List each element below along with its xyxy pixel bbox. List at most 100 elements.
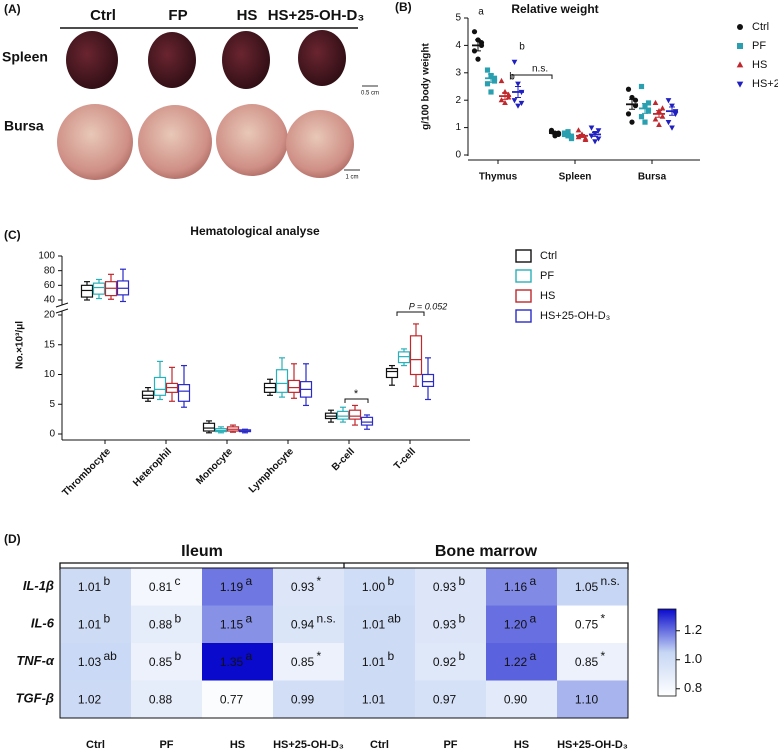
- cell-value: 1.01: [362, 655, 386, 669]
- error-bar: [629, 98, 635, 110]
- annotation: b: [519, 42, 525, 53]
- cell-value: 1.01: [362, 692, 386, 706]
- data-point: [515, 103, 521, 109]
- axis-break: [55, 302, 69, 314]
- row-label: IL-6: [31, 616, 55, 631]
- cell-letter: b: [388, 574, 395, 588]
- heatmap-cell: [131, 568, 202, 606]
- heatmap-cell: [557, 605, 628, 643]
- heatmap-cell: [486, 568, 557, 606]
- cell-value: 0.85: [149, 655, 173, 669]
- data-point: [575, 127, 582, 133]
- data-point: [642, 119, 648, 125]
- heatmap-cell: [131, 643, 202, 681]
- row-label: IL-1β: [23, 578, 54, 593]
- x-tick-label: B-cell: [330, 446, 357, 473]
- cell-letter: b: [459, 574, 466, 588]
- data-point: [656, 121, 662, 127]
- data-point: [638, 114, 645, 120]
- spleen-photo: [148, 32, 196, 88]
- error-bar: [642, 102, 648, 114]
- cell-letter: a: [246, 574, 253, 588]
- y-tick-label: 0: [455, 150, 461, 161]
- data-point: [669, 103, 675, 109]
- box: [336, 410, 350, 420]
- cell-letter: b: [104, 611, 111, 625]
- row-label: Spleen: [2, 49, 48, 65]
- data-point: [471, 48, 478, 54]
- heatmap-cell: [60, 680, 131, 718]
- cell-value: 1.01: [78, 580, 102, 594]
- row-label: Bursa: [4, 118, 44, 134]
- colorbar-tick-label: 1.2: [684, 622, 702, 637]
- heatmap-cell: [415, 568, 486, 606]
- cell-value: 1.22: [504, 655, 528, 669]
- box: [92, 282, 106, 295]
- column-label: HS+25-OH-D₃: [268, 7, 365, 24]
- significance-bracket: [396, 311, 425, 316]
- heatmap-cell: [344, 605, 415, 643]
- data-point: [484, 81, 491, 87]
- data-point: [491, 78, 498, 84]
- panel-label: (C): [4, 228, 21, 242]
- legend-marker: [736, 61, 744, 68]
- data-point: [629, 94, 635, 101]
- x-tick-label: Bursa: [638, 172, 667, 183]
- annotation: n.s.: [532, 64, 548, 75]
- data-point: [511, 59, 518, 65]
- cell-value: 0.75: [575, 617, 599, 631]
- cell-letter: c: [175, 574, 181, 588]
- cell-value: 0.77: [220, 692, 244, 706]
- cell-letter: b: [175, 649, 182, 663]
- heatmap-cell: [60, 568, 131, 606]
- box: [360, 416, 374, 426]
- error-bar: [488, 73, 494, 83]
- cell-value: 1.05: [575, 580, 599, 594]
- significance-bracket: [344, 398, 369, 403]
- spleen-photo: [298, 30, 346, 86]
- legend-swatch: [515, 269, 532, 283]
- cell-value: 1.16: [504, 580, 528, 594]
- error-bar: [592, 132, 598, 137]
- bursa-photo: [286, 110, 354, 178]
- y-tick-label: 4: [455, 40, 461, 51]
- heatmap-cell: [557, 643, 628, 681]
- y-tick-label: 2: [455, 95, 461, 106]
- heatmap-cell: [415, 643, 486, 681]
- y-tick-label: 100: [38, 251, 55, 262]
- data-point: [498, 97, 505, 103]
- data-point: [592, 139, 598, 145]
- cell-value: 1.20: [504, 617, 528, 631]
- x-tick-label: Heterophil: [131, 446, 174, 489]
- data-point: [498, 77, 505, 84]
- bursa-photo: [57, 104, 133, 180]
- data-point: [471, 29, 478, 35]
- colorbar-tick-label: 1.0: [684, 651, 702, 666]
- cell-value: 1.00: [362, 580, 386, 594]
- cell-value: 1.02: [78, 692, 102, 706]
- column-label: HS: [230, 739, 245, 751]
- cell-letter: ab: [388, 611, 402, 625]
- group-label: Ileum: [181, 543, 223, 560]
- cell-letter: b: [388, 649, 395, 663]
- cell-value: 0.85: [291, 655, 315, 669]
- data-point: [632, 97, 639, 103]
- scale-label: 0.5 cm: [361, 91, 379, 97]
- heatmap-cell: [273, 605, 344, 643]
- legend-marker: [737, 43, 743, 49]
- data-point: [488, 89, 494, 95]
- legend-label: PF: [752, 40, 766, 52]
- heatmap-cell: [202, 680, 273, 718]
- legend-label: HS+25-OH-D₃: [752, 78, 778, 90]
- data-point: [515, 81, 521, 87]
- cell-value: 0.92: [433, 655, 457, 669]
- heatmap-cell: [60, 643, 131, 681]
- chart-title: Relative weight: [511, 2, 598, 16]
- legend-label: HS: [540, 290, 555, 302]
- data-point: [502, 99, 508, 106]
- heatmap-cell: [273, 568, 344, 606]
- annotation: P = 0.052: [409, 301, 447, 311]
- scale-label: 1 cm: [345, 175, 358, 181]
- heatmap-cell: [344, 680, 415, 718]
